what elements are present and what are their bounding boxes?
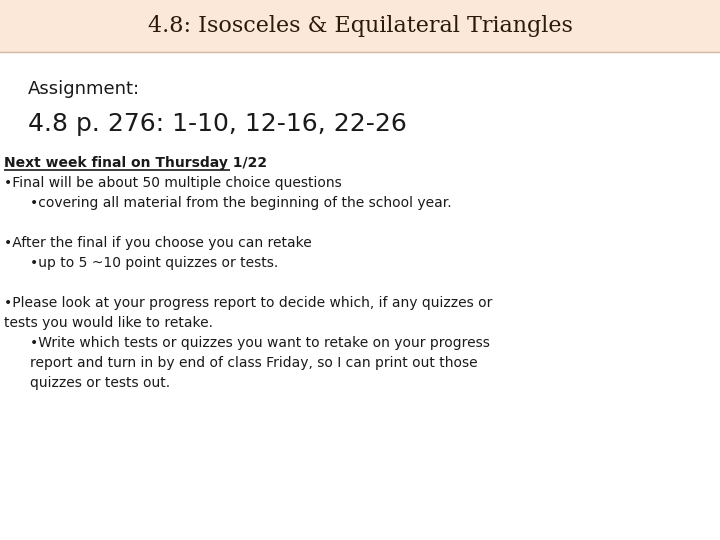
Text: tests you would like to retake.: tests you would like to retake. <box>4 316 213 330</box>
Text: quizzes or tests out.: quizzes or tests out. <box>30 376 170 390</box>
Text: •up to 5 ~10 point quizzes or tests.: •up to 5 ~10 point quizzes or tests. <box>30 256 278 270</box>
Text: •Please look at your progress report to decide which, if any quizzes or: •Please look at your progress report to … <box>4 296 492 310</box>
Text: 4.8 p. 276: 1-10, 12-16, 22-26: 4.8 p. 276: 1-10, 12-16, 22-26 <box>28 112 407 136</box>
Text: •Final will be about 50 multiple choice questions: •Final will be about 50 multiple choice … <box>4 176 342 190</box>
Text: Assignment:: Assignment: <box>28 80 140 98</box>
Text: 4.8: Isosceles & Equilateral Triangles: 4.8: Isosceles & Equilateral Triangles <box>148 15 572 37</box>
Text: •covering all material from the beginning of the school year.: •covering all material from the beginnin… <box>30 196 451 210</box>
Text: Next week final on Thursday 1/22: Next week final on Thursday 1/22 <box>4 156 267 170</box>
Text: •After the final if you choose you can retake: •After the final if you choose you can r… <box>4 236 312 250</box>
Text: •Write which tests or quizzes you want to retake on your progress: •Write which tests or quizzes you want t… <box>30 336 490 350</box>
Bar <box>0 0 720 52</box>
Text: report and turn in by end of class Friday, so I can print out those: report and turn in by end of class Frida… <box>30 356 477 370</box>
